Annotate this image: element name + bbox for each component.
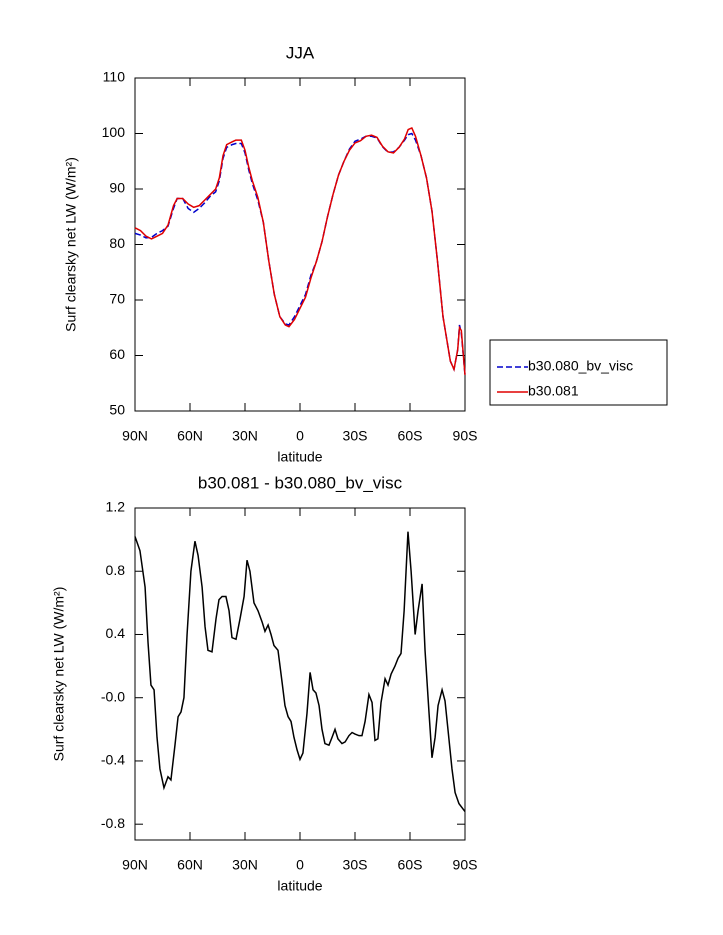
chart-title: b30.081 - b30.080_bv_visc	[198, 473, 403, 492]
x-tick-label: 90S	[453, 428, 478, 444]
y-tick-label: 110	[103, 69, 126, 85]
x-tick-label: 0	[296, 857, 304, 873]
x-tick-label: 90N	[122, 428, 148, 444]
x-tick-label: 30N	[232, 428, 258, 444]
x-tick-label: 60N	[177, 857, 203, 873]
y-tick-label: -0.0	[101, 688, 125, 704]
x-tick-label: 30S	[343, 428, 368, 444]
data-line	[134, 531, 466, 812]
y-tick-label: 0.4	[106, 625, 126, 641]
y-tick-label: 50	[109, 402, 125, 418]
x-tick-label: 30N	[232, 857, 258, 873]
x-tick-label: 60S	[398, 428, 423, 444]
y-tick-label: 90	[109, 180, 125, 196]
x-axis-label: latitude	[277, 878, 322, 894]
y-tick-label: -0.4	[101, 752, 125, 768]
x-tick-label: 90N	[122, 857, 148, 873]
y-axis-label: Surf clearsky net LW (W/m²)	[63, 157, 79, 332]
y-tick-label: 80	[109, 235, 125, 251]
x-tick-label: 0	[296, 428, 304, 444]
y-tick-label: 100	[102, 124, 126, 140]
y-tick-label: 60	[109, 346, 125, 362]
x-tick-label: 60S	[398, 857, 423, 873]
x-tick-label: 90S	[453, 857, 478, 873]
y-tick-label: -0.8	[101, 815, 125, 831]
data-line	[134, 126, 466, 375]
x-tick-label: 30S	[343, 857, 368, 873]
y-axis-label: Surf clearsky net LW (W/m²)	[51, 587, 67, 762]
chart-title: JJA	[286, 43, 315, 62]
legend-label: b30.081	[528, 383, 579, 399]
x-axis-label: latitude	[277, 449, 322, 465]
y-tick-label: 1.2	[106, 499, 126, 515]
x-tick-label: 60N	[177, 428, 203, 444]
legend	[489, 339, 668, 406]
plot-frame	[134, 77, 466, 412]
data-line	[134, 132, 466, 375]
y-tick-label: 70	[109, 291, 125, 307]
legend-label: b30.080_bv_visc	[528, 358, 633, 374]
y-tick-label: 0.8	[106, 562, 126, 578]
